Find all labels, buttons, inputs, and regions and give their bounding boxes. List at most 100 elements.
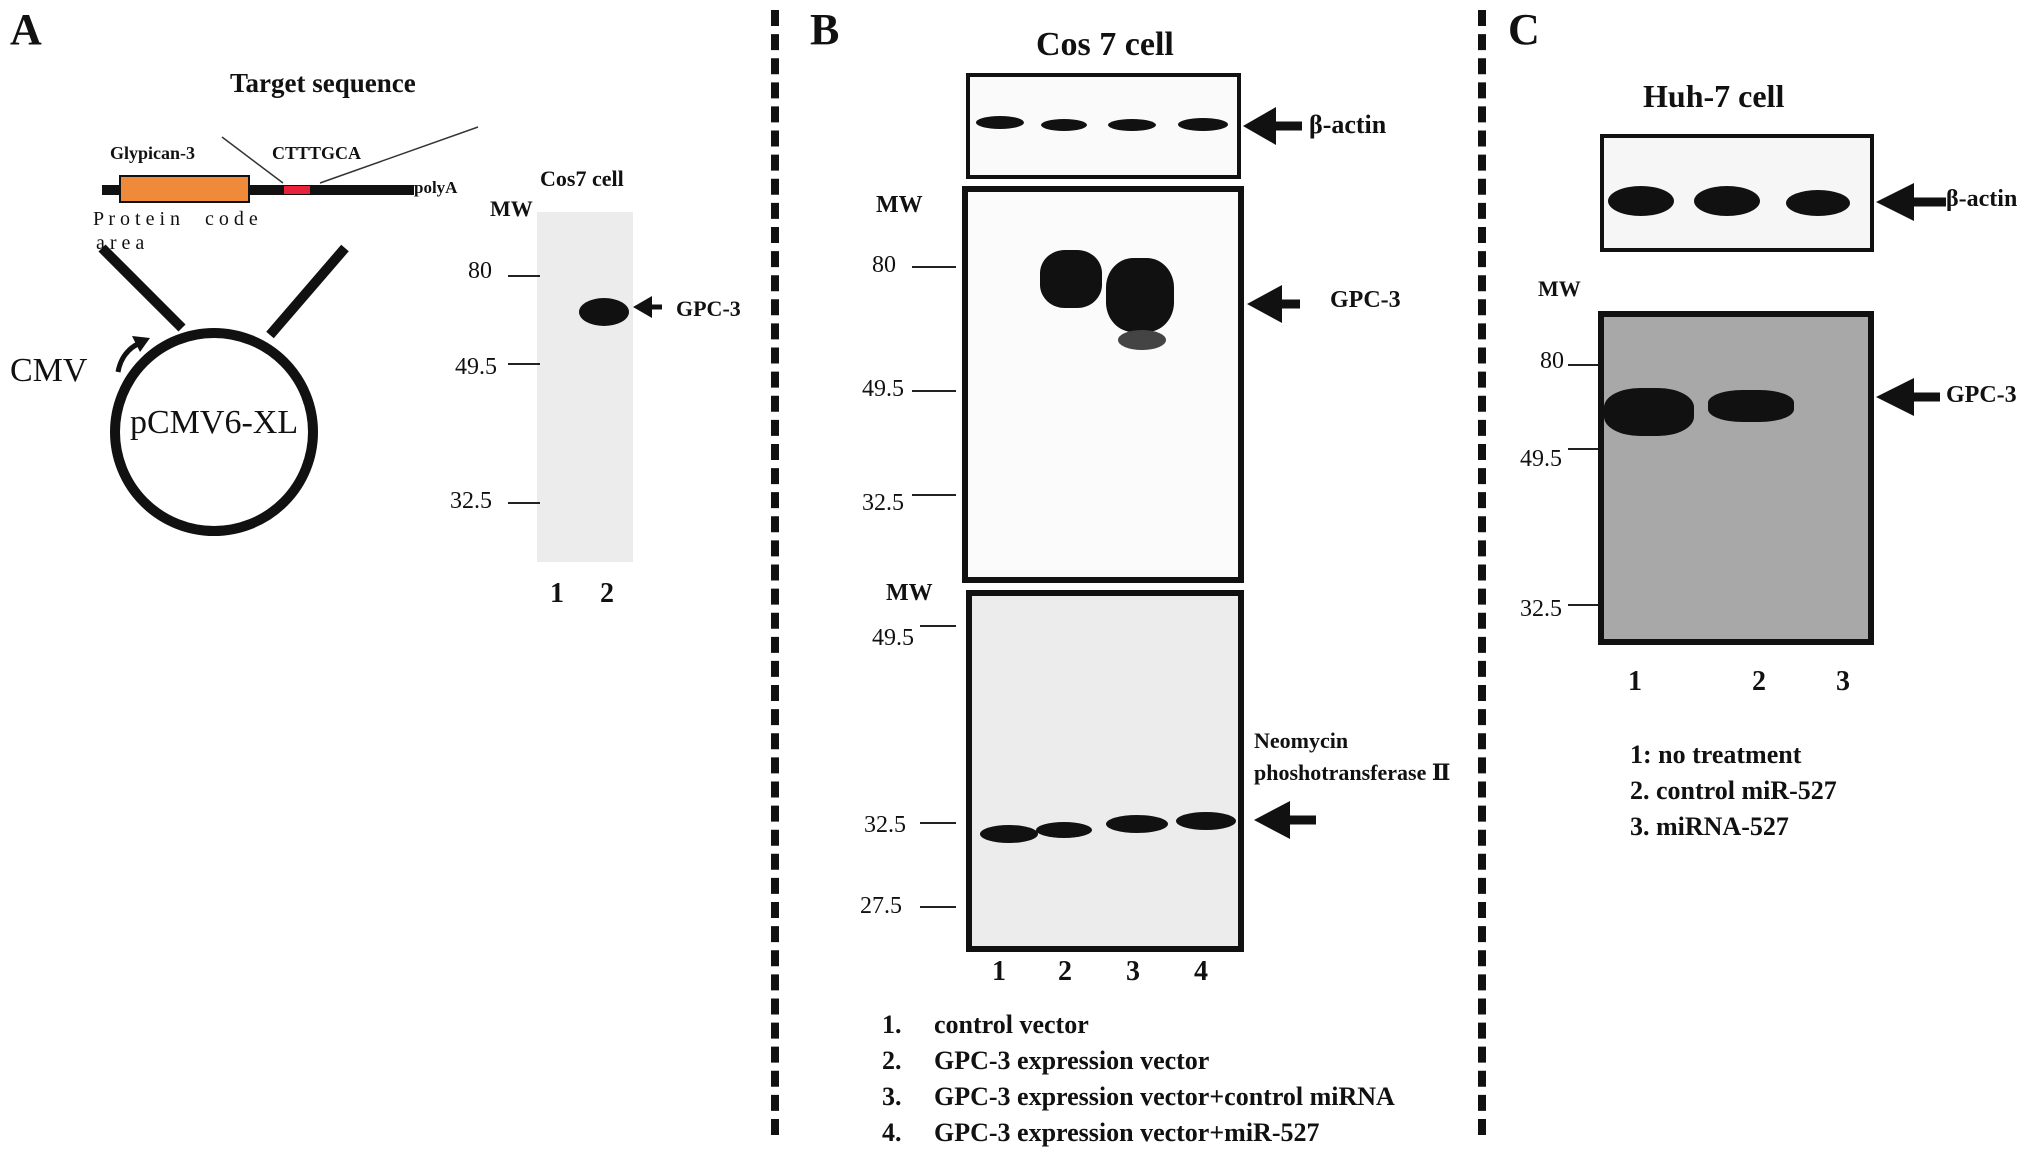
a-gpc3-label: GPC-3: [676, 296, 741, 321]
b-tick-bot-49: [920, 625, 956, 627]
b-lane-1: 1: [992, 956, 1006, 987]
b-legend-4-text: GPC-3 expression vector+miR-527: [934, 1118, 1320, 1147]
b-legend-3-num: 3.: [882, 1082, 902, 1111]
b-actin-label: β-actin: [1309, 110, 1387, 139]
c-tick-49: [1568, 448, 1598, 450]
c-legend-2: 2. control miR-527: [1630, 776, 1837, 805]
c-gpc3-arrow: [1876, 378, 1940, 416]
b-actin-band-2: [1041, 119, 1087, 131]
b-tick-top-49: [912, 390, 956, 392]
protein-line: P r o t e i n c o d e: [93, 208, 258, 230]
b-neo-arrow: [1254, 801, 1316, 839]
b-actin-band-3: [1108, 119, 1156, 131]
cos7-blot-membrane: [537, 212, 633, 562]
a-gpc3-band: [579, 298, 629, 326]
c-actin-label: β-actin: [1946, 186, 2018, 212]
b-tick-bot-27: [920, 906, 956, 908]
b-lane-2: 2: [1058, 956, 1072, 987]
a-mw-label: MW: [490, 196, 533, 221]
c-title: Huh-7 cell: [1643, 78, 1785, 114]
sequence-label: CTTTGCA: [272, 143, 362, 163]
b-mw-bot-27: 27.5: [860, 893, 902, 919]
b-actin-band-4: [1178, 118, 1228, 131]
c-mw-49: 49.5: [1520, 446, 1562, 472]
a-tick-32: [508, 502, 540, 504]
b-tick-top-80: [912, 266, 956, 268]
b-gpc3-arrow: [1247, 285, 1300, 323]
b-neo-label-2: phoshotransferase Ⅱ: [1254, 760, 1451, 785]
divider-a-b: [771, 10, 779, 1135]
b-neo-band-4: [1176, 812, 1236, 830]
c-actin-band-3: [1786, 190, 1850, 216]
b-neo-band-3: [1106, 815, 1168, 833]
b-mw-bot-49: 49.5: [872, 625, 914, 651]
c-tick-80: [1568, 364, 1598, 366]
c-mw-80: 80: [1540, 348, 1564, 374]
panel-b-letter: B: [810, 5, 840, 54]
c-gpc3-label: GPC-3: [1946, 382, 2017, 408]
construct-backbone: [102, 185, 414, 195]
b-legend-2-num: 2.: [882, 1046, 902, 1075]
b-mw-top-49: 49.5: [862, 376, 904, 402]
b-gpc3-band-3: [1106, 258, 1174, 332]
promoter-label: CMV: [10, 352, 88, 389]
a-mw-32: 32.5: [450, 488, 492, 514]
c-gpc3-blot: [1598, 311, 1874, 645]
b-mw-label-bottom: MW: [886, 580, 933, 606]
b-mw-bot-32: 32.5: [864, 812, 906, 838]
c-actin-arrow: [1876, 183, 1946, 221]
c-gpc3-band-1: [1604, 388, 1694, 436]
b-legend-1-text: control vector: [934, 1010, 1089, 1039]
c-actin-band-2: [1694, 186, 1760, 216]
a-tick-49: [508, 363, 540, 365]
b-neo-label-1: Neomycin: [1254, 728, 1349, 753]
a-mw-80: 80: [468, 258, 492, 284]
c-lane-2: 2: [1752, 666, 1766, 697]
polya-label: polyA: [414, 178, 458, 197]
b-actin-band-1: [976, 116, 1024, 129]
panel-a-letter: A: [10, 5, 42, 54]
cos7-blot-title: Cos7 cell: [540, 166, 624, 191]
plasmid-label: pCMV6-XL: [130, 404, 299, 441]
b-neo-band-2: [1036, 822, 1092, 838]
plasmid-diagram: [98, 244, 349, 536]
b-legend-4-num: 4.: [882, 1118, 902, 1147]
b-actin-arrow: [1243, 107, 1302, 145]
panel-c-letter: C: [1508, 5, 1540, 54]
c-tick-32: [1568, 604, 1598, 606]
c-mw-label: MW: [1538, 276, 1581, 301]
c-gpc3-band-2: [1708, 390, 1794, 422]
b-title: Cos 7 cell: [1036, 26, 1174, 63]
b-neo-blot: [966, 590, 1244, 952]
c-lane-1: 1: [1628, 666, 1642, 697]
b-lane-3: 3: [1126, 956, 1140, 987]
b-mw-top-32: 32.5: [862, 490, 904, 516]
a-gpc3-arrow: [633, 296, 662, 318]
c-legend-1: 1: no treatment: [1630, 740, 1802, 769]
b-gpc3-blot: [962, 186, 1244, 583]
b-tick-top-32: [912, 494, 956, 496]
b-gpc3-band-2: [1040, 250, 1102, 308]
c-actin-band-1: [1608, 186, 1674, 216]
c-legend-3: 3. miRNA-527: [1630, 812, 1789, 841]
a-mw-49: 49.5: [455, 354, 497, 380]
c-lane-3: 3: [1836, 666, 1850, 697]
a-tick-80: [508, 275, 540, 277]
target-sequence-title: Target sequence: [230, 68, 416, 98]
c-mw-32: 32.5: [1520, 596, 1562, 622]
a-lane-2: 2: [600, 578, 614, 609]
b-legend-3-text: GPC-3 expression vector+control miRNA: [934, 1082, 1395, 1111]
b-tick-bot-32: [920, 822, 956, 824]
b-legend-2-text: GPC-3 expression vector: [934, 1046, 1210, 1075]
b-neo-band-1: [980, 825, 1038, 843]
b-gpc3-band-3-tail: [1118, 330, 1166, 350]
zoom-lines: [221, 126, 479, 184]
b-gpc3-label: GPC-3: [1330, 287, 1401, 313]
target-site: [284, 186, 310, 194]
divider-b-c: [1478, 10, 1486, 1135]
a-lane-1: 1: [550, 578, 564, 609]
b-legend-1-num: 1.: [882, 1010, 902, 1039]
b-mw-top-80: 80: [872, 252, 896, 278]
gene-box: [119, 175, 250, 203]
gene-label: Glypican-3: [110, 143, 196, 163]
